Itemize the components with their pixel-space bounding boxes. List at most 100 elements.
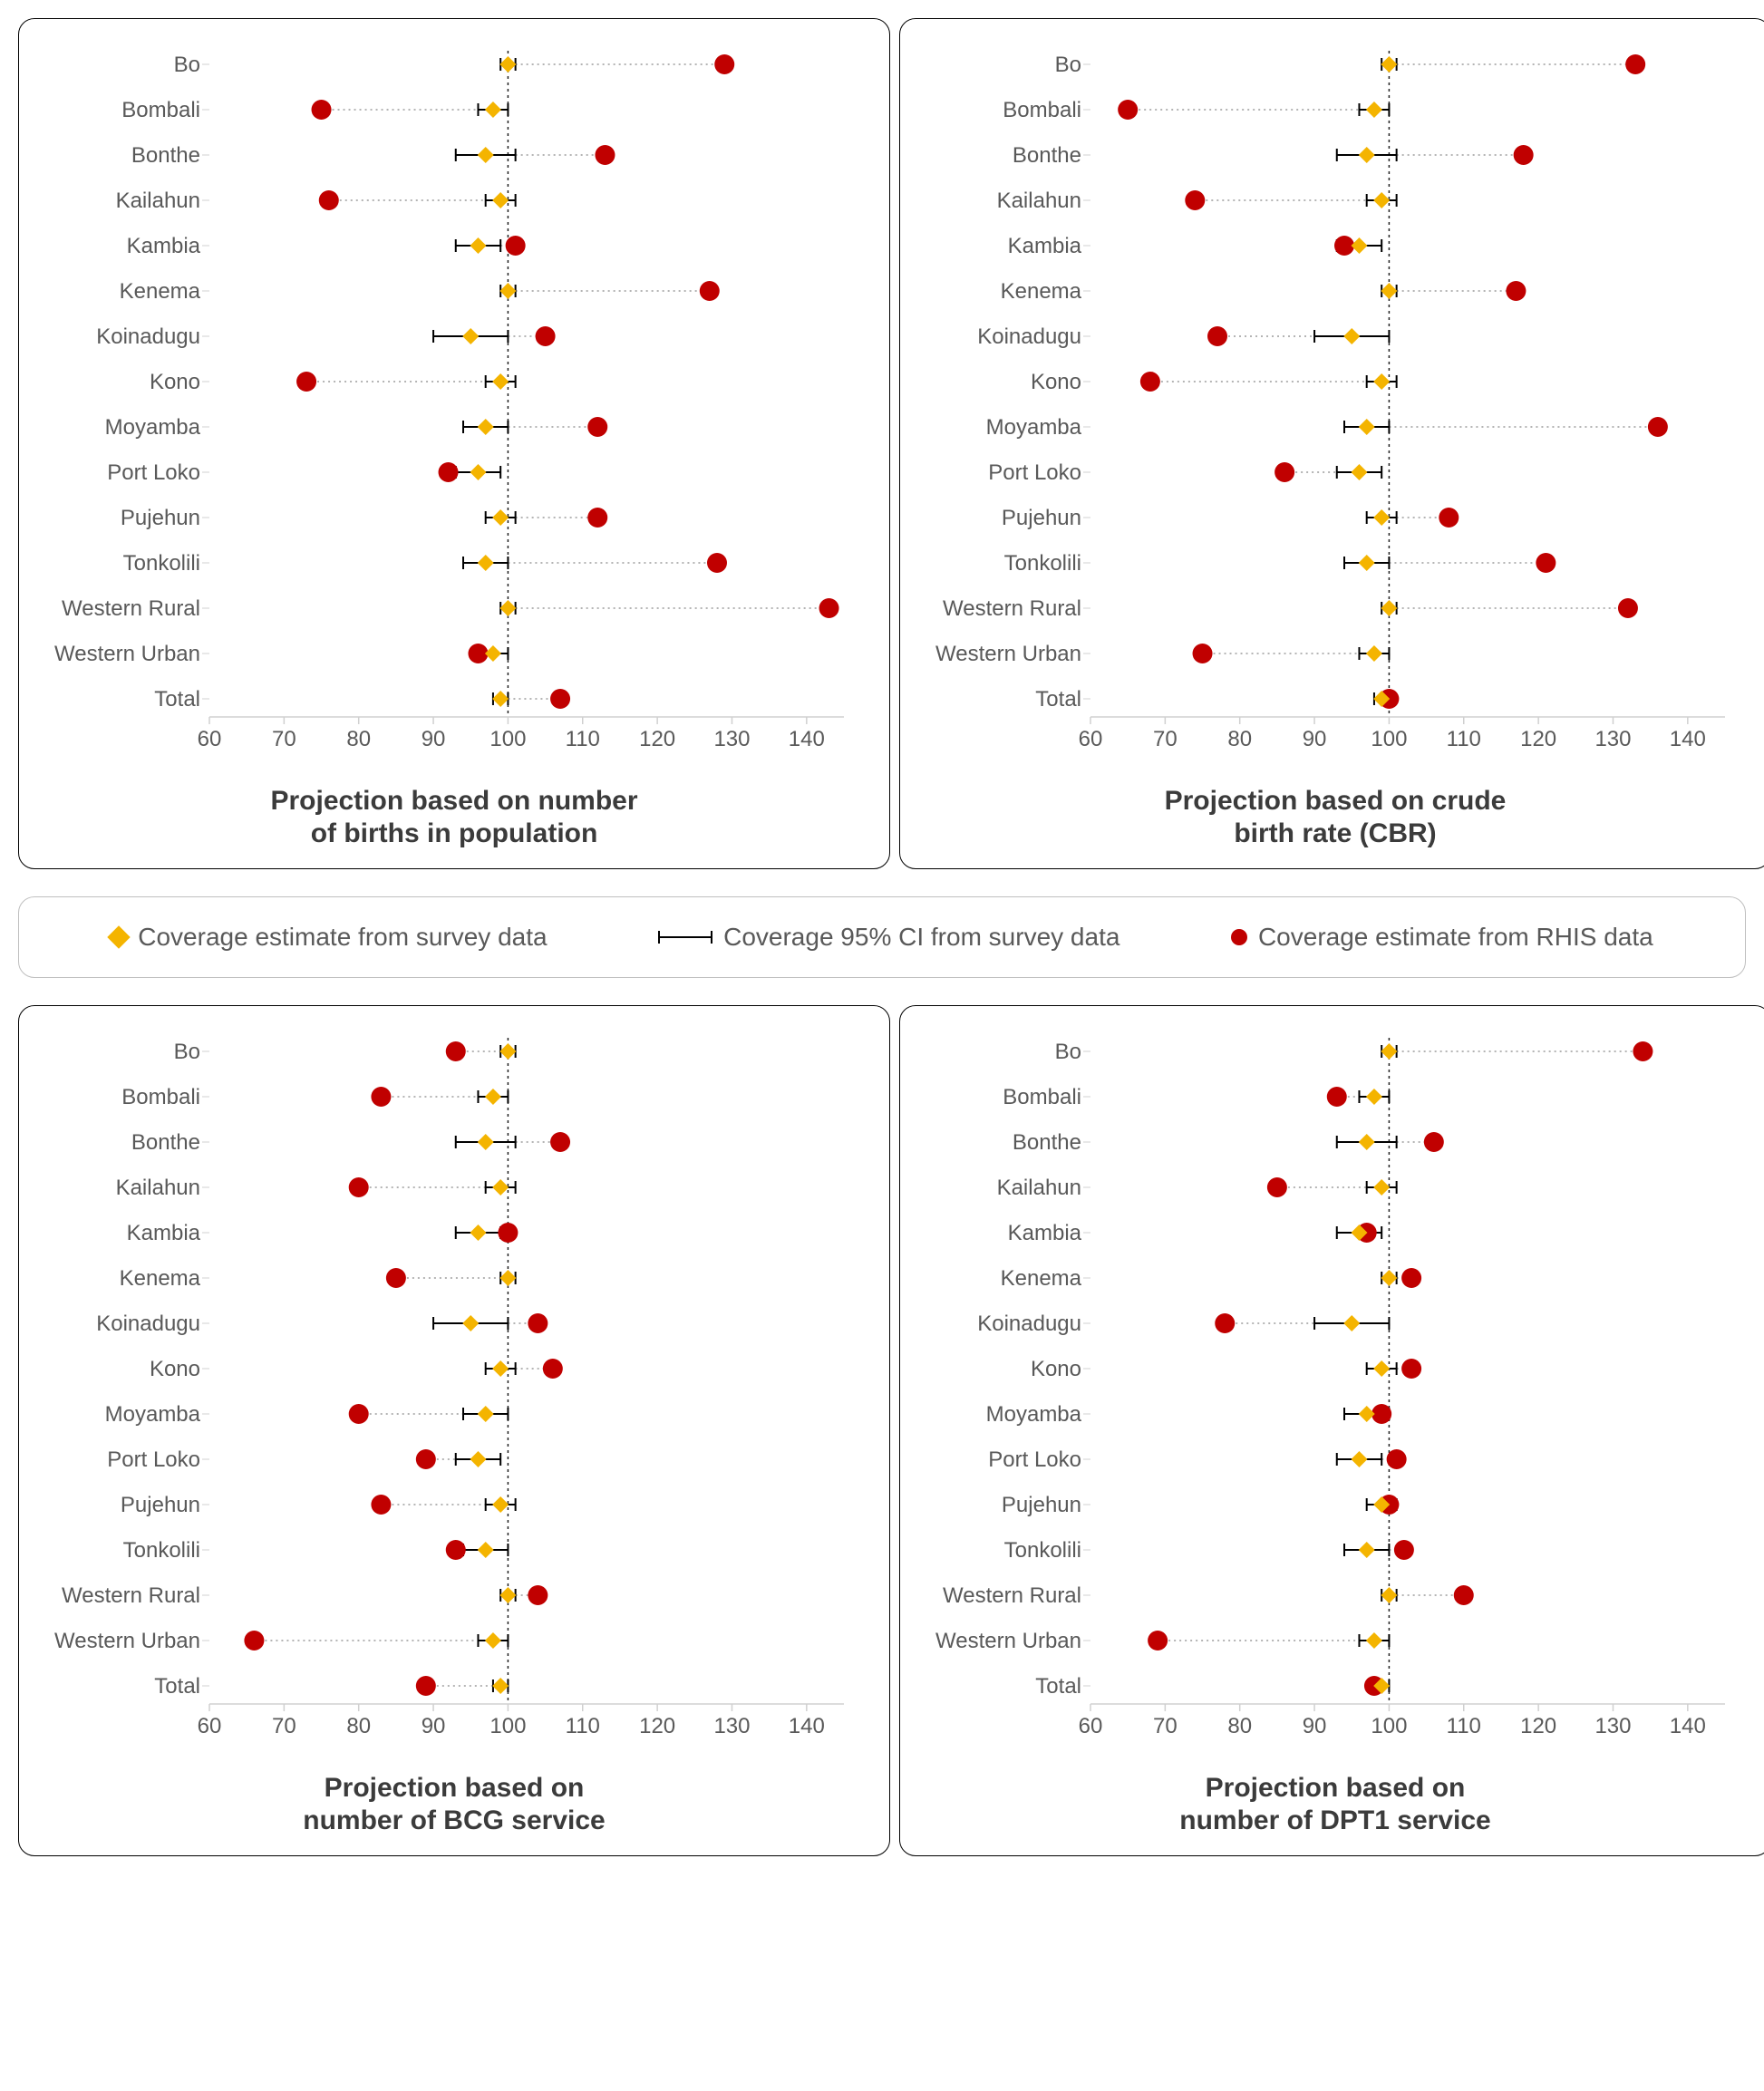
survey-point — [499, 56, 516, 73]
rhis-point — [506, 236, 526, 256]
survey-point — [470, 464, 486, 480]
rhis-point — [349, 1404, 369, 1424]
rhis-point — [446, 1041, 466, 1061]
chart-svg: 60708090100110120130140BoBombaliBontheKa… — [37, 1024, 871, 1758]
rhis-point — [1625, 54, 1645, 74]
x-tick-label: 100 — [1371, 727, 1407, 751]
survey-point — [1373, 1179, 1390, 1196]
survey-point — [499, 1270, 516, 1286]
panel-births-pop: 60708090100110120130140BoBombaliBontheKa… — [18, 18, 890, 869]
y-category-label: Tonkolili — [1004, 551, 1081, 576]
survey-point — [492, 192, 509, 208]
survey-point — [1381, 1270, 1397, 1286]
survey-point — [485, 645, 501, 662]
survey-point — [485, 1632, 501, 1649]
survey-point — [462, 1315, 479, 1331]
y-category-label: Koinadugu — [96, 1312, 200, 1336]
rhis-point — [498, 1223, 518, 1243]
y-category-label: Western Rural — [943, 1583, 1081, 1608]
x-tick-label: 100 — [489, 727, 526, 751]
figure-container: 60708090100110120130140BoBombaliBontheKa… — [18, 18, 1746, 1856]
x-tick-label: 70 — [272, 1714, 296, 1738]
rhis-point — [1439, 508, 1459, 528]
x-tick-label: 80 — [346, 727, 371, 751]
ci-icon — [658, 936, 712, 938]
y-category-label: Pujehun — [121, 1493, 200, 1517]
panel-row-top: 60708090100110120130140BoBombaliBontheKa… — [18, 18, 1746, 869]
rhis-point — [707, 553, 727, 573]
legend-label: Coverage estimate from survey data — [138, 923, 547, 952]
y-category-label: Port Loko — [107, 460, 200, 485]
survey-point — [478, 1406, 494, 1422]
y-category-label: Bo — [174, 53, 200, 77]
survey-point — [1373, 192, 1390, 208]
y-category-label: Western Rural — [62, 596, 200, 621]
survey-point — [1366, 102, 1382, 118]
rhis-point — [1633, 1041, 1653, 1061]
rhis-point — [1401, 1359, 1421, 1379]
x-tick-label: 130 — [1594, 727, 1631, 751]
y-category-label: Western Urban — [935, 642, 1081, 666]
x-tick-label: 90 — [422, 1714, 446, 1738]
y-category-label: Bonthe — [131, 1130, 200, 1155]
survey-point — [478, 1134, 494, 1150]
rhis-point — [1148, 1631, 1168, 1651]
x-tick-label: 80 — [1227, 1714, 1252, 1738]
y-category-label: Pujehun — [1002, 1493, 1081, 1517]
rhis-point — [1140, 372, 1160, 392]
rhis-point — [439, 462, 459, 482]
rhis-point — [543, 1359, 563, 1379]
rhis-point — [1394, 1540, 1414, 1560]
survey-point — [1359, 147, 1375, 163]
x-tick-label: 80 — [346, 1714, 371, 1738]
survey-point — [1373, 373, 1390, 390]
y-category-label: Kailahun — [997, 1176, 1081, 1200]
survey-point — [492, 1678, 509, 1694]
panel-cbr: 60708090100110120130140BoBombaliBontheKa… — [899, 18, 1764, 869]
y-category-label: Pujehun — [121, 506, 200, 530]
legend-label: Coverage estimate from RHIS data — [1258, 923, 1653, 952]
survey-point — [1373, 1360, 1390, 1377]
rhis-point — [1514, 145, 1534, 165]
x-tick-label: 90 — [1303, 1714, 1327, 1738]
survey-point — [1359, 1406, 1375, 1422]
x-tick-label: 130 — [713, 727, 750, 751]
rhis-point — [1215, 1313, 1235, 1333]
chart-title: Projection based onnumber of BCG service — [37, 1772, 871, 1837]
survey-point — [1381, 1043, 1397, 1060]
y-category-label: Moyamba — [105, 415, 201, 440]
rhis-point — [528, 1585, 548, 1605]
rhis-point — [550, 1132, 570, 1152]
rhis-point — [416, 1449, 436, 1469]
rhis-point — [595, 145, 615, 165]
chart-svg: 60708090100110120130140BoBombaliBontheKa… — [918, 37, 1752, 771]
x-tick-label: 80 — [1227, 727, 1252, 751]
rhis-point — [700, 281, 720, 301]
survey-point — [485, 102, 501, 118]
x-tick-label: 130 — [713, 1714, 750, 1738]
y-category-label: Western Urban — [54, 642, 200, 666]
chart-title: Projection based on numberof births in p… — [37, 785, 871, 850]
y-category-label: Bo — [174, 1040, 200, 1064]
y-category-label: Bombali — [121, 98, 200, 122]
rhis-point — [550, 689, 570, 709]
survey-point — [1381, 1587, 1397, 1603]
y-category-label: Kenema — [1001, 1266, 1082, 1291]
y-category-label: Kambia — [127, 234, 201, 258]
survey-point — [470, 1451, 486, 1467]
y-category-label: Moyamba — [105, 1402, 201, 1427]
legend-label: Coverage 95% CI from survey data — [723, 923, 1119, 952]
y-category-label: Kailahun — [116, 189, 200, 213]
survey-point — [499, 1043, 516, 1060]
rhis-point — [1118, 100, 1138, 120]
legend-box: Coverage estimate from survey data Cover… — [18, 896, 1746, 978]
y-category-label: Kailahun — [997, 189, 1081, 213]
x-tick-label: 140 — [1670, 727, 1706, 751]
x-tick-label: 110 — [566, 1714, 600, 1738]
x-tick-label: 130 — [1594, 1714, 1631, 1738]
x-tick-label: 70 — [272, 727, 296, 751]
survey-point — [499, 600, 516, 616]
x-tick-label: 90 — [1303, 727, 1327, 751]
survey-point — [1351, 464, 1367, 480]
y-category-label: Total — [1035, 687, 1081, 712]
